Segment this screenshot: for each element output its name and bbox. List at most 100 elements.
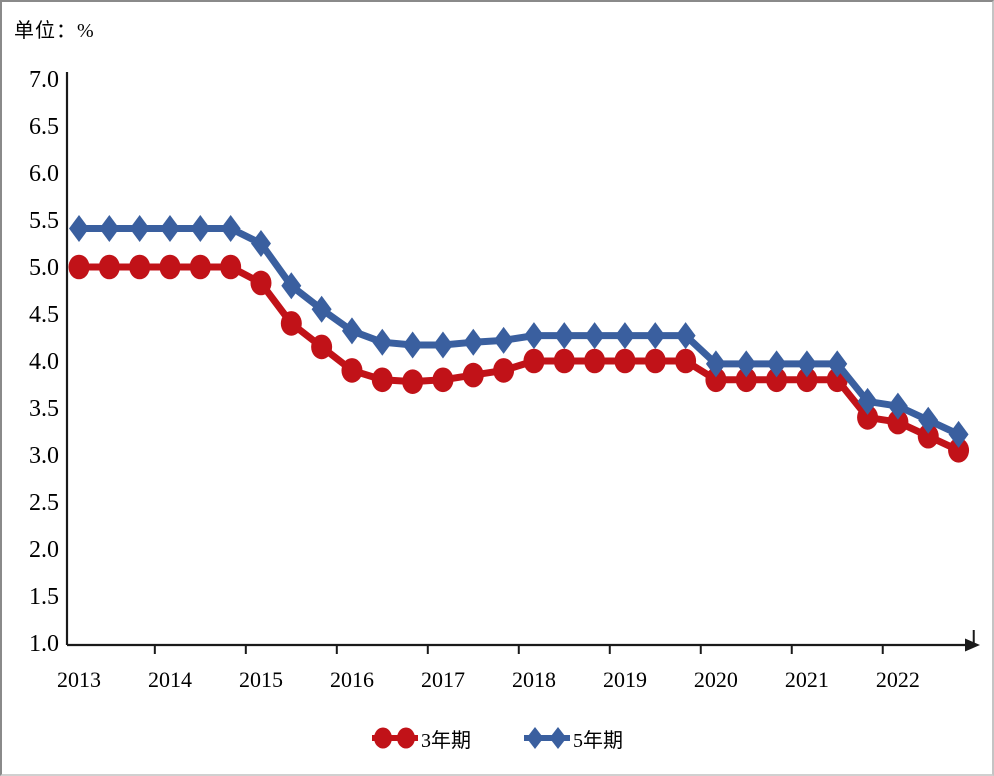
series-line bbox=[79, 263, 961, 454]
data-point-marker bbox=[736, 350, 757, 378]
y-tick-label: 2.5 bbox=[29, 490, 59, 516]
legend-marker bbox=[526, 727, 544, 749]
data-point-marker bbox=[948, 420, 969, 448]
data-point-marker bbox=[341, 358, 363, 383]
data-point-marker bbox=[98, 254, 120, 280]
data-point-marker bbox=[705, 367, 727, 393]
data-point-marker bbox=[189, 254, 211, 280]
legend-label: 3年期 bbox=[421, 729, 471, 752]
data-point-marker bbox=[523, 322, 544, 350]
x-axis-arrow bbox=[965, 638, 980, 652]
data-point-marker bbox=[584, 322, 605, 350]
data-point-marker bbox=[159, 254, 181, 280]
data-point-marker bbox=[311, 295, 332, 323]
y-tick-label: 1.5 bbox=[29, 584, 59, 610]
y-tick-label: 6.0 bbox=[29, 161, 59, 187]
series-5年期 bbox=[69, 214, 969, 448]
data-point-marker bbox=[190, 214, 211, 242]
data-point-marker bbox=[159, 214, 180, 242]
data-point-marker bbox=[371, 367, 393, 393]
data-point-marker bbox=[68, 254, 90, 280]
data-point-marker bbox=[887, 409, 909, 435]
y-tick-label: 4.0 bbox=[29, 349, 59, 375]
x-tick-label: 2014 bbox=[148, 667, 192, 692]
data-point-marker bbox=[766, 367, 788, 393]
data-point-marker bbox=[796, 367, 818, 393]
legend-item-3y: 3年期 bbox=[371, 723, 471, 753]
data-point-marker bbox=[250, 230, 271, 257]
x-tick-label: 2021 bbox=[785, 667, 829, 692]
data-point-marker bbox=[129, 214, 150, 242]
x-tick-label: 2015 bbox=[239, 667, 283, 692]
x-tick-label: 2013 bbox=[57, 667, 101, 692]
x-tick-label: 2020 bbox=[694, 667, 738, 692]
series-line bbox=[79, 224, 961, 438]
legend-item-5y: 5年期 bbox=[523, 723, 623, 753]
data-point-marker bbox=[493, 326, 514, 354]
data-point-marker bbox=[554, 322, 575, 350]
y-tick-label: 7.0 bbox=[29, 67, 59, 93]
y-tick-label: 5.0 bbox=[29, 255, 59, 281]
circle-marker-icon bbox=[372, 727, 418, 749]
data-point-marker bbox=[735, 367, 757, 393]
legend-marker bbox=[374, 727, 392, 749]
data-point-marker bbox=[432, 331, 453, 359]
legend-label: 5年期 bbox=[573, 729, 623, 752]
unit-label: 单位：% bbox=[14, 20, 95, 42]
data-point-marker bbox=[584, 348, 606, 374]
data-point-marker bbox=[99, 214, 120, 242]
y-tick-label: 4.5 bbox=[29, 302, 59, 328]
diamond-marker-icon bbox=[524, 727, 570, 749]
x-tick-label: 2018 bbox=[512, 667, 556, 692]
data-point-marker bbox=[705, 350, 726, 378]
data-point-marker bbox=[644, 348, 666, 374]
x-tick-label: 2022 bbox=[876, 667, 920, 692]
data-point-marker bbox=[614, 322, 635, 350]
data-point-marker bbox=[311, 334, 333, 360]
legend-marker bbox=[397, 727, 415, 749]
data-point-marker bbox=[675, 322, 696, 350]
legend-marker bbox=[549, 727, 567, 749]
data-point-marker bbox=[523, 348, 545, 374]
data-point-marker bbox=[280, 311, 302, 336]
data-point-marker bbox=[129, 254, 151, 280]
x-tick-label: 2019 bbox=[603, 667, 647, 692]
y-tick-label: 2.0 bbox=[29, 537, 59, 563]
data-point-marker bbox=[887, 392, 908, 420]
data-point-marker bbox=[402, 369, 424, 394]
data-point-marker bbox=[614, 348, 636, 374]
data-point-marker bbox=[341, 317, 362, 345]
data-point-marker bbox=[796, 350, 817, 378]
data-point-marker bbox=[918, 406, 939, 434]
data-point-marker bbox=[432, 367, 454, 393]
data-point-marker bbox=[857, 405, 879, 430]
chart-legend: 3年期 5年期 bbox=[2, 720, 992, 756]
data-point-marker bbox=[220, 254, 242, 280]
data-point-marker bbox=[675, 348, 697, 374]
data-point-marker bbox=[553, 348, 575, 374]
series-3年期 bbox=[68, 254, 970, 463]
y-tick-label: 3.5 bbox=[29, 396, 59, 422]
data-point-marker bbox=[917, 423, 939, 449]
data-point-marker bbox=[766, 350, 787, 378]
data-point-marker bbox=[402, 331, 423, 359]
y-tick-label: 3.0 bbox=[29, 443, 59, 469]
x-tick-label: 2017 bbox=[421, 667, 465, 692]
data-point-marker bbox=[645, 322, 666, 350]
data-point-marker bbox=[462, 362, 484, 388]
data-point-marker bbox=[372, 328, 393, 356]
x-tick-label: 2016 bbox=[330, 667, 374, 692]
data-point-marker bbox=[948, 438, 970, 463]
y-tick-label: 6.5 bbox=[29, 114, 59, 140]
data-point-marker bbox=[493, 358, 515, 383]
data-point-marker bbox=[220, 214, 241, 242]
data-point-marker bbox=[857, 387, 878, 415]
data-point-marker bbox=[250, 270, 272, 296]
y-tick-label: 5.5 bbox=[29, 208, 59, 234]
data-point-marker bbox=[69, 214, 89, 242]
y-tick-label: 1.0 bbox=[29, 631, 59, 657]
data-point-marker bbox=[281, 272, 302, 300]
data-point-marker bbox=[827, 350, 848, 378]
